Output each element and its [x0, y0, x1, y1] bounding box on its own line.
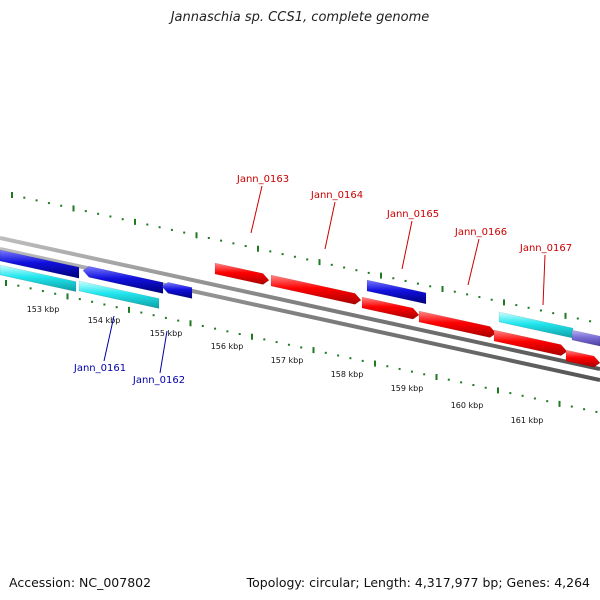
gene-arrow[interactable]: [565, 349, 600, 368]
gene-label[interactable]: Jann_0167: [519, 243, 572, 254]
gene-leader-line: [103, 315, 115, 362]
gene-leader-line: [159, 330, 168, 374]
gene-leader-line: [401, 220, 413, 270]
gene-arrow[interactable]: [82, 266, 164, 294]
tick-layer: [5, 192, 598, 413]
gene-arrow[interactable]: [270, 274, 362, 305]
ruler-label: 155 kbp: [150, 329, 183, 338]
gene-label[interactable]: Jann_0164: [310, 190, 363, 201]
gene-arrow[interactable]: [366, 279, 427, 305]
gene-arrow[interactable]: [0, 249, 80, 279]
ruler-label: 159 kbp: [391, 384, 424, 393]
gene-arrow[interactable]: [78, 280, 160, 309]
genome-title: Jannaschia sp. CCS1, complete genome: [170, 10, 430, 25]
gene-leader-line: [250, 185, 263, 234]
gene-label[interactable]: Jann_0163: [236, 174, 289, 185]
gene-leader-line: [467, 238, 480, 286]
ruler-label: 161 kbp: [511, 416, 544, 425]
gene-arrow[interactable]: [493, 329, 568, 356]
ruler-label: 160 kbp: [451, 401, 484, 410]
gene-label[interactable]: Jann_0166: [454, 227, 507, 238]
gene-arrow[interactable]: [214, 262, 270, 285]
ruler-label: 156 kbp: [211, 342, 244, 351]
gene-label[interactable]: Jann_0162: [132, 375, 185, 386]
gene-leader-line: [324, 201, 336, 250]
genome-backbone-upper: [0, 236, 600, 371]
ruler-label: 154 kbp: [88, 316, 121, 325]
ruler-label: 153 kbp: [27, 305, 60, 314]
ruler-label: 158 kbp: [331, 370, 364, 379]
gene-arrow[interactable]: [571, 329, 600, 347]
gene-arrow[interactable]: [0, 264, 77, 292]
gene-label[interactable]: Jann_0161: [73, 363, 126, 374]
gene-label[interactable]: Jann_0165: [386, 209, 439, 220]
gene-arrow[interactable]: [161, 282, 193, 299]
gene-leader-line: [542, 254, 546, 306]
gene-arrow[interactable]: [361, 296, 420, 320]
genome-summary: Topology: circular; Length: 4,317,977 bp…: [246, 575, 590, 590]
ruler-label: 157 kbp: [271, 356, 304, 365]
label-layer: 153 kbp 154 kbp 155 kbp 156 kbp 157 kbp 158 k…: [27, 174, 572, 425]
gene-arrow[interactable]: [418, 310, 497, 338]
accession-label: Accession: NC_007802: [9, 575, 152, 590]
gene-layer: [0, 249, 600, 368]
